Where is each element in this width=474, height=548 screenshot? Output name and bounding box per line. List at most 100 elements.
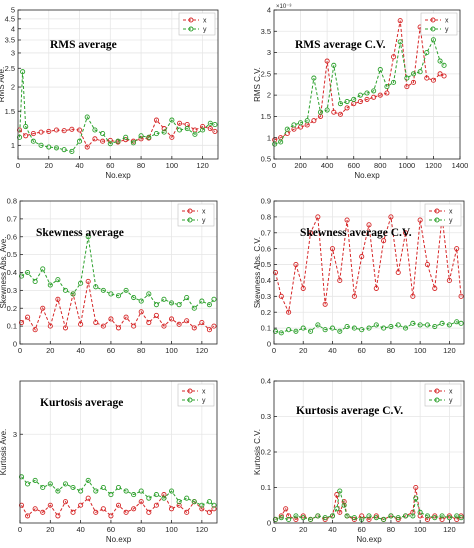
- chart-1-series-x-point-10: [92, 136, 98, 142]
- chart-5-series-y-point-7: [70, 484, 76, 491]
- chart-4-series-x-point-8: [329, 246, 336, 252]
- chart-1-legend-box: [178, 12, 216, 36]
- chart-5-series-y-point-13: [115, 484, 122, 491]
- chart-2-series-y-point-10: [337, 101, 343, 107]
- chart-2-ytick-label-3: 2: [267, 91, 271, 100]
- chart-5-series-x-point-14: [123, 509, 129, 515]
- chart-1-series-y-point-16: [130, 140, 136, 146]
- chart-1-series-y-point-1: [20, 69, 26, 75]
- chart-4-legend-box: [424, 203, 462, 227]
- chart-4-xtick-label-0: 0: [272, 346, 276, 355]
- chart-3-series-x-point-8: [78, 321, 84, 327]
- chart-6-series-y-point-18: [388, 513, 394, 519]
- chart-5-xtick-label-3: 60: [107, 525, 115, 534]
- chart-6-series-y-point-25: [432, 515, 438, 521]
- chart-3-series-y-line: [21, 236, 215, 310]
- chart-5-series-y-point-0: [18, 474, 25, 480]
- chart-4-legend-label-x: x: [449, 209, 453, 216]
- chart-4-series-y-point-8: [329, 325, 336, 331]
- chart-2-series-y-point-7: [317, 109, 324, 115]
- chart-6-series-y-point-7: [322, 515, 328, 521]
- chart-3-series-y-point-2: [32, 278, 38, 284]
- chart-3-series-y-point-26: [211, 296, 217, 302]
- chart-2-ytick-label-2: 1.5: [261, 112, 271, 121]
- chart-2-ytick-label-7: 4: [267, 6, 271, 15]
- chart-4-ytick-label-5: 0.5: [261, 260, 271, 269]
- chart-3-series-x-point-0: [18, 319, 25, 326]
- chart-2-series-y-point-5: [304, 118, 310, 124]
- chart-4-series-x-point-26: [458, 293, 464, 299]
- chart-4-ytick-label-1: 0.1: [261, 324, 271, 333]
- chart-2-axes-box: [273, 9, 461, 160]
- chart-4-series-y-point-20: [417, 322, 423, 328]
- chart-1-series-x-point-14: [123, 137, 129, 143]
- chart-3-series-y-point-19: [161, 296, 167, 302]
- chart-3-ytick-label-6: 0.6: [7, 232, 17, 241]
- chart-5-series-x-point-25: [206, 509, 212, 515]
- chart-5-series-x-point-5: [55, 513, 61, 519]
- chart-6-xtick-label-2: 40: [328, 525, 336, 534]
- chart-5-legend-label-y: y: [202, 398, 206, 405]
- chart-2-series-x-point-21: [410, 79, 417, 85]
- chart-2-series-x-point-6: [311, 118, 317, 124]
- chart-6-series-y-point-5: [307, 516, 314, 523]
- chart-6-series-y-point-12: [344, 513, 350, 519]
- chart-1-xtick-label-2: 40: [75, 161, 83, 170]
- chart-6-series-x-point-11: [337, 509, 343, 515]
- chart-1-xtick-label-1: 20: [45, 161, 53, 170]
- chart-3-series-x-point-6: [62, 325, 69, 331]
- chart-6-title: Kurtosis average C.V.: [296, 405, 403, 417]
- chart-6-series-y-point-17: [381, 516, 387, 523]
- chart-4-series-y-point-24: [446, 322, 452, 328]
- chart-1-series-x-point-4: [46, 128, 52, 134]
- chart-4-series-y-point-13: [366, 325, 372, 331]
- chart-4-series-y-point-15: [381, 325, 387, 331]
- chart-6-legend-label-x: x: [449, 389, 453, 396]
- chart-2-series-y-point-2: [284, 126, 290, 132]
- chart-2-series-x-point-11: [344, 105, 350, 111]
- chart-2-ytick-label-6: 3.5: [261, 27, 271, 36]
- chart-5-ylabel: Kurtosis Ave.: [0, 429, 8, 476]
- chart-1-ytick-label-7: 4.5: [5, 14, 15, 23]
- chart-4-xtick-label-2: 40: [328, 346, 336, 355]
- chart-4-ytick-label-7: 0.7: [261, 228, 271, 237]
- chart-1-series-x-point-6: [61, 128, 67, 134]
- chart-5-title: Kurtosis average: [40, 397, 123, 409]
- chart-1-legend-marker-x: [188, 17, 194, 23]
- chart-6-series-x-point-28: [446, 513, 452, 519]
- chart-4-ylabel: Skewness Abs. C.V.: [253, 237, 262, 308]
- chart-1-series-y-point-27: [212, 122, 218, 128]
- chart-5-xtick-label-1: 20: [46, 525, 54, 534]
- chart-2-xtick-label-1: 200: [294, 161, 307, 170]
- chart-3-ytick-label-8: 0.8: [7, 197, 17, 206]
- chart-4-xtick-label-1: 20: [299, 346, 307, 355]
- chart-6-xtick-label-3: 60: [358, 525, 366, 534]
- chart-5-series-y-point-1: [25, 481, 31, 487]
- chart-6-series-y-point-22: [413, 495, 419, 501]
- chart-1-series-x-point-8: [76, 127, 83, 133]
- chart-3-series-x-point-22: [184, 318, 190, 324]
- chart-5-legend-marker-x: [187, 388, 193, 394]
- chart-3-series-x-point-5: [55, 296, 61, 302]
- chart-panel-2: 0 200 400 600 800 1000 1200 1400 0.5 1 1.5 2 2.5 3 3.5…: [253, 4, 468, 180]
- chart-2-series-y-point-20: [404, 75, 410, 81]
- chart-5-series-y-point-24: [199, 502, 205, 508]
- chart-4-series-y-point-3: [293, 328, 299, 334]
- chart-panel-4: 0 20 40 60 80 100 120 0 0.1 0.2 0.3 0.4 0.5 0.6 0.7 0.8…: [253, 197, 465, 355]
- chart-2-xtick-label-3: 600: [347, 161, 360, 170]
- chart-1-series-y-point-14: [115, 138, 121, 144]
- chart-6-series-y-point-16: [373, 515, 379, 521]
- chart-5-series-x-line: [21, 493, 215, 517]
- chart-1-series-y-point-12: [100, 131, 106, 137]
- chart-1-series-y-point-15: [123, 134, 129, 140]
- chart-4-series-x-point-9: [337, 277, 343, 283]
- chart-4-series-x-point-19: [410, 293, 416, 299]
- chart-5-series-y-point-20: [168, 488, 175, 494]
- chart-4-xtick-label-4: 80: [387, 346, 395, 355]
- chart-6-series-y-point-0: [272, 516, 279, 523]
- chart-5-series-x-point-11: [100, 506, 106, 512]
- chart-5-xtick-label-4: 80: [137, 525, 145, 534]
- chart-4-series-x-point-1: [278, 293, 284, 299]
- chart-6-legend-marker-x: [434, 388, 440, 394]
